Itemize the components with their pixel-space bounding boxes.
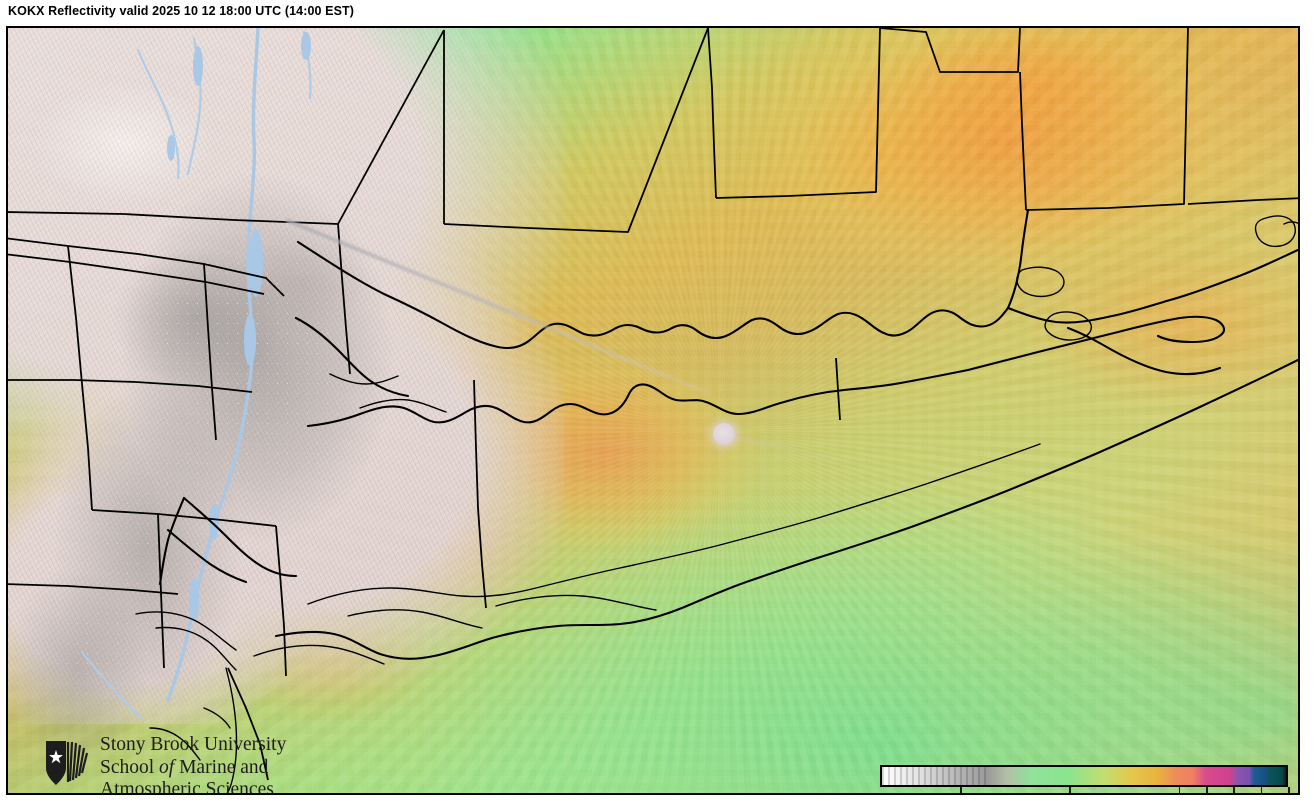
- page-title: KOKX Reflectivity valid 2025 10 12 18:00…: [8, 4, 355, 18]
- sbu-logo: Stony Brook University School of Marine …: [44, 734, 314, 793]
- colorbar-tick: [959, 787, 962, 793]
- colorbar-tick: [1069, 787, 1071, 793]
- colorbar-tick: [1288, 787, 1290, 793]
- coastlines: [135, 208, 1298, 793]
- sbu-logo-text: Stony Brook University School of Marine …: [100, 734, 286, 793]
- radar-site-marker[interactable]: [713, 423, 735, 445]
- sbu-logo-line2: School of Marine and: [100, 757, 286, 780]
- colorbar-gradient: [882, 767, 1286, 785]
- map-canvas[interactable]: Stony Brook University School of Marine …: [8, 28, 1298, 793]
- sbu-logo-line2-b: Marine and: [174, 756, 269, 778]
- map-vector-overlay: [8, 28, 1298, 793]
- map-vectors-svg: [8, 28, 1298, 793]
- colorbar-tick: [1178, 787, 1181, 793]
- colorbar[interactable]: 0204050607080: [874, 759, 1294, 793]
- water-features: [80, 28, 312, 720]
- shield-star-icon: [44, 738, 92, 788]
- map-frame[interactable]: Stony Brook University School of Marine …: [6, 26, 1300, 795]
- colorbar-tick: [1260, 787, 1263, 793]
- colorbar-tick: [1233, 787, 1235, 793]
- sbu-logo-line2-a: School: [100, 756, 160, 778]
- colorbar-tick: [1205, 787, 1208, 793]
- colorbar-gray-stripes: [882, 767, 991, 785]
- colorbar-bar[interactable]: [880, 765, 1288, 787]
- political-boundaries: [8, 28, 1298, 781]
- colorbar-ticks: [880, 787, 1290, 793]
- sbu-logo-line2-of: of: [159, 756, 175, 778]
- sbu-logo-line1: Stony Brook University: [100, 734, 287, 755]
- sbu-logo-line3: Atmospheric Sciences: [100, 779, 274, 793]
